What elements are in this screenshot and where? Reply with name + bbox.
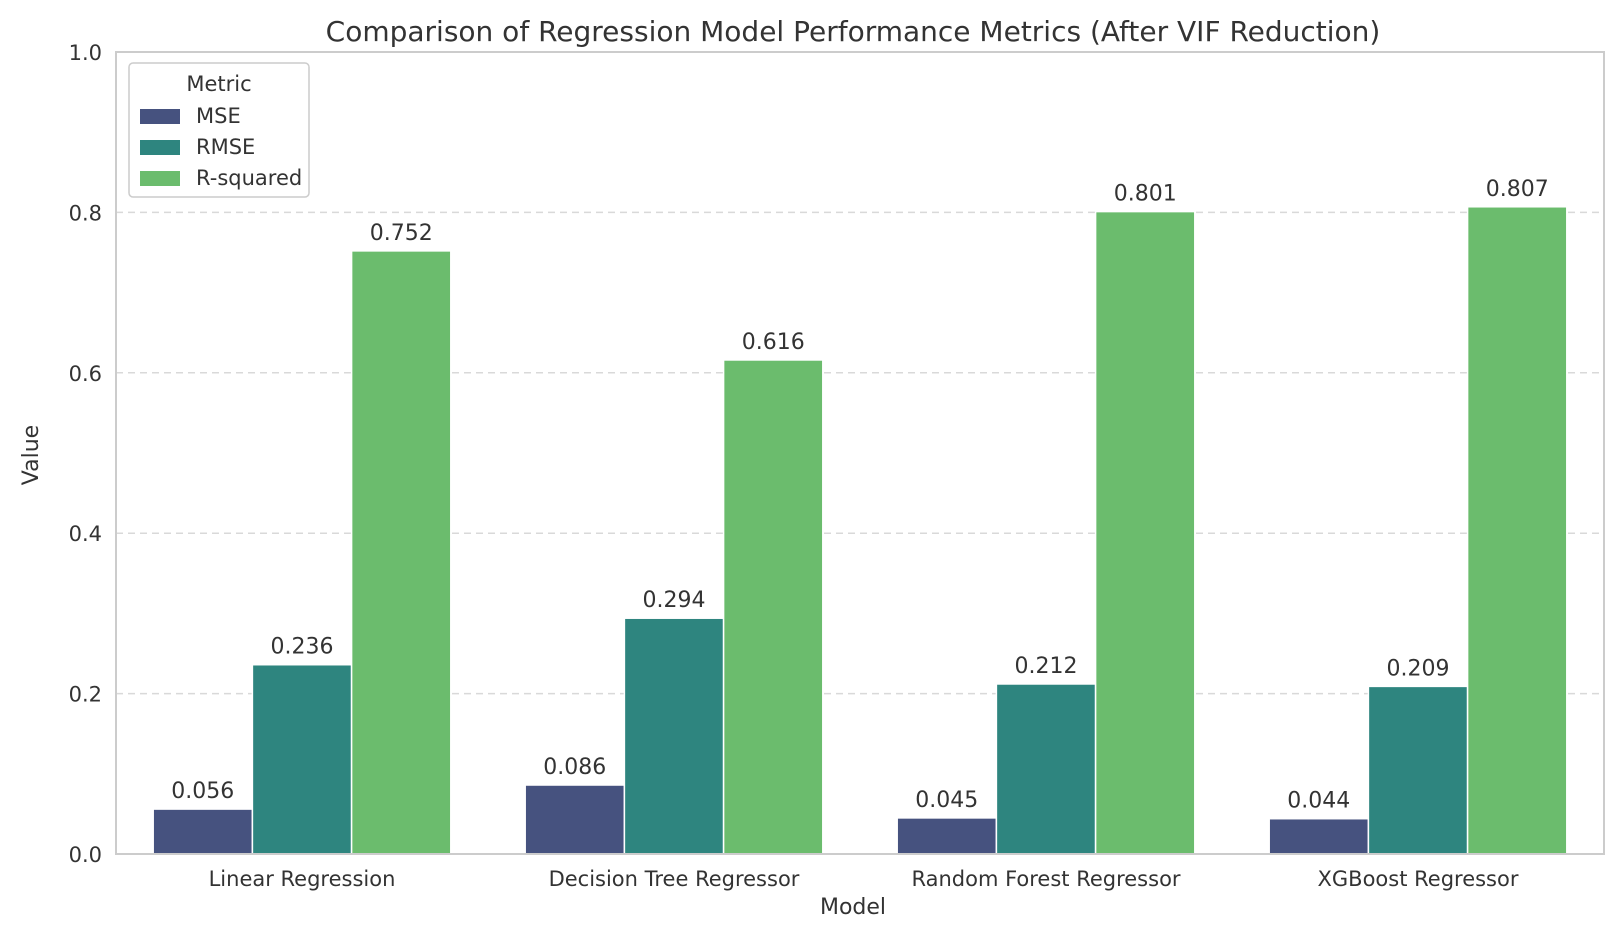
bar-value-label: 0.045 (915, 788, 978, 813)
bar-rmse (623, 617, 725, 855)
bar-r-squared (722, 359, 824, 855)
bar-mse (1268, 817, 1370, 855)
bar-mse (524, 784, 626, 855)
gridlines (116, 211, 1604, 695)
legend-title: Metric (186, 72, 251, 96)
bar-rmse (1367, 685, 1469, 855)
legend-swatch (140, 109, 180, 124)
legend-entry-label: R-squared (196, 166, 302, 190)
plot-frame (115, 51, 1605, 855)
legend-box (128, 62, 310, 198)
bar-rmse (995, 683, 1097, 855)
bar-mse (896, 817, 998, 855)
bar-rmse (251, 663, 353, 855)
bar-value-label: 0.616 (742, 330, 805, 355)
y-tick-label: 0.0 (69, 843, 102, 867)
bars (152, 206, 1568, 855)
bar-value-label: 0.807 (1486, 177, 1549, 202)
bar-r-squared (1094, 210, 1196, 855)
y-tick-label: 0.4 (69, 522, 102, 546)
axes: 0.0 0.2 0.4 0.6 0.8 1.0 Linear Regression Decis… (69, 41, 1605, 891)
x-tick-label: Random Forest Regressor (911, 867, 1180, 891)
bar-value-label: 0.209 (1387, 656, 1450, 681)
legend-swatch (140, 171, 180, 186)
bar-value-label: 0.294 (643, 588, 706, 613)
y-tick-label: 0.8 (69, 201, 102, 225)
y-tick-label: 0.6 (69, 362, 102, 386)
y-tick-label: 0.2 (69, 683, 102, 707)
x-tick-label: XGBoost Regressor (1318, 867, 1519, 891)
bar-mse (152, 808, 254, 855)
x-tick-label: Linear Regression (209, 867, 396, 891)
bar-value-label: 0.801 (1114, 182, 1177, 207)
bar-value-label: 0.044 (1287, 789, 1350, 814)
x-axis-label: Model (820, 895, 886, 920)
chart-title: Comparison of Regression Model Performan… (326, 15, 1381, 48)
x-tick-label: Decision Tree Regressor (549, 867, 800, 891)
bar-value-label: 0.086 (543, 755, 606, 780)
y-axis-label: Value (19, 425, 44, 485)
legend-entry-label: RMSE (196, 135, 255, 159)
data-labels: 0.056 0.236 0.752 0.086 0.294 0.616 0.045 0.212… (171, 177, 1548, 814)
legend: Metric MSE RMSE R-squared (128, 62, 310, 198)
bar-value-label: 0.752 (370, 221, 433, 246)
bar-value-label: 0.056 (171, 779, 234, 804)
bar-r-squared (350, 250, 452, 855)
bar-value-label: 0.212 (1015, 654, 1078, 679)
legend-entry-label: MSE (196, 104, 241, 128)
legend-swatch (140, 140, 180, 155)
bar-value-label: 0.236 (271, 635, 334, 660)
bar-r-squared (1466, 206, 1568, 855)
y-tick-label: 1.0 (69, 41, 102, 65)
